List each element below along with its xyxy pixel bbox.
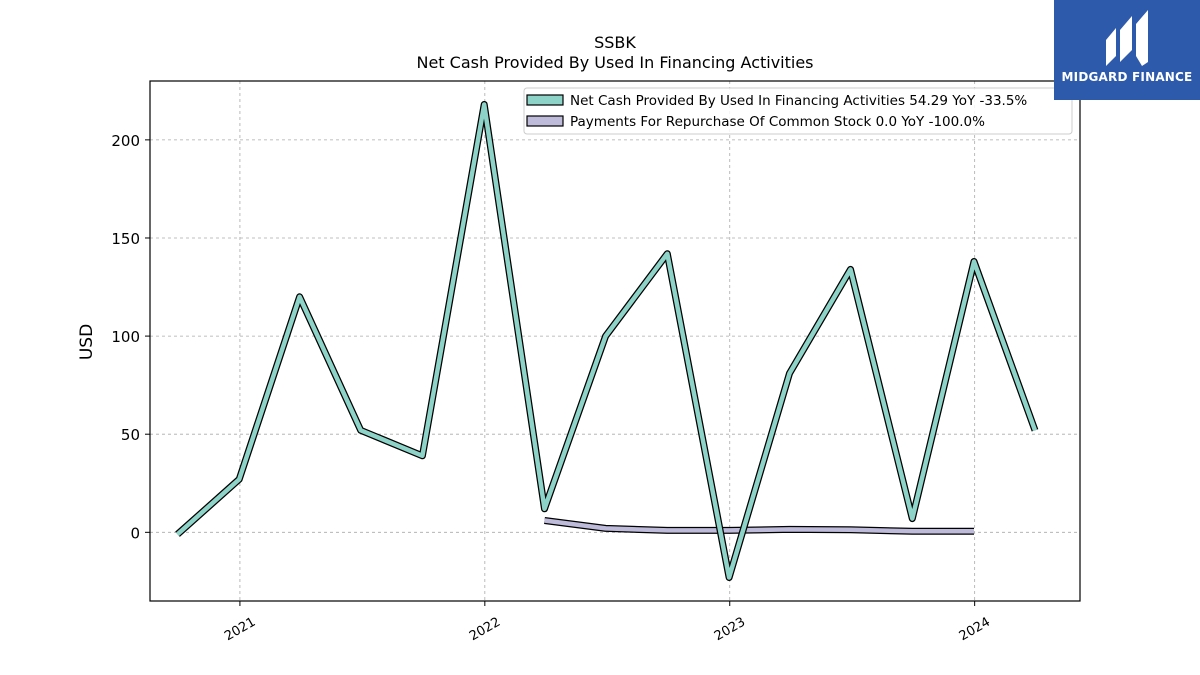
x-tick-label: 2022 (467, 615, 503, 645)
legend-swatch (526, 94, 564, 106)
legend-label: Payments For Repurchase Of Common Stock … (570, 114, 985, 130)
series-layer (175, 101, 1039, 581)
series-line-1 (544, 518, 974, 534)
y-axis-label: USD (77, 324, 97, 360)
legend: Net Cash Provided By Used In Financing A… (523, 87, 1073, 135)
series-line-0 (176, 102, 1038, 580)
x-tick-label: 2023 (712, 615, 748, 645)
y-tick-label: 100 (111, 328, 140, 346)
chart-subtitle: Net Cash Provided By Used In Financing A… (416, 53, 813, 72)
x-tick-label: 2024 (957, 615, 993, 645)
plot-frame (149, 80, 1081, 602)
brand-logo: MIDGARD FINANCE (1054, 0, 1200, 100)
axis-ticks: 0 50 100 150 200 2021 2022 2023 2024 (111, 132, 993, 644)
legend-label: Net Cash Provided By Used In Financing A… (570, 93, 1027, 109)
y-tick-label: 0 (130, 524, 140, 542)
x-tick-label: 2021 (222, 615, 258, 645)
grid-lines (150, 81, 1080, 601)
logo-text: MIDGARD FINANCE (1061, 70, 1193, 84)
legend-swatch (526, 115, 564, 127)
legend-box (523, 87, 1073, 135)
y-tick-label: 150 (111, 230, 140, 248)
y-tick-label: 50 (121, 426, 140, 444)
chart-title: SSBK (594, 33, 636, 52)
y-tick-label: 200 (111, 132, 140, 150)
logo-mark-icon (1106, 10, 1148, 66)
